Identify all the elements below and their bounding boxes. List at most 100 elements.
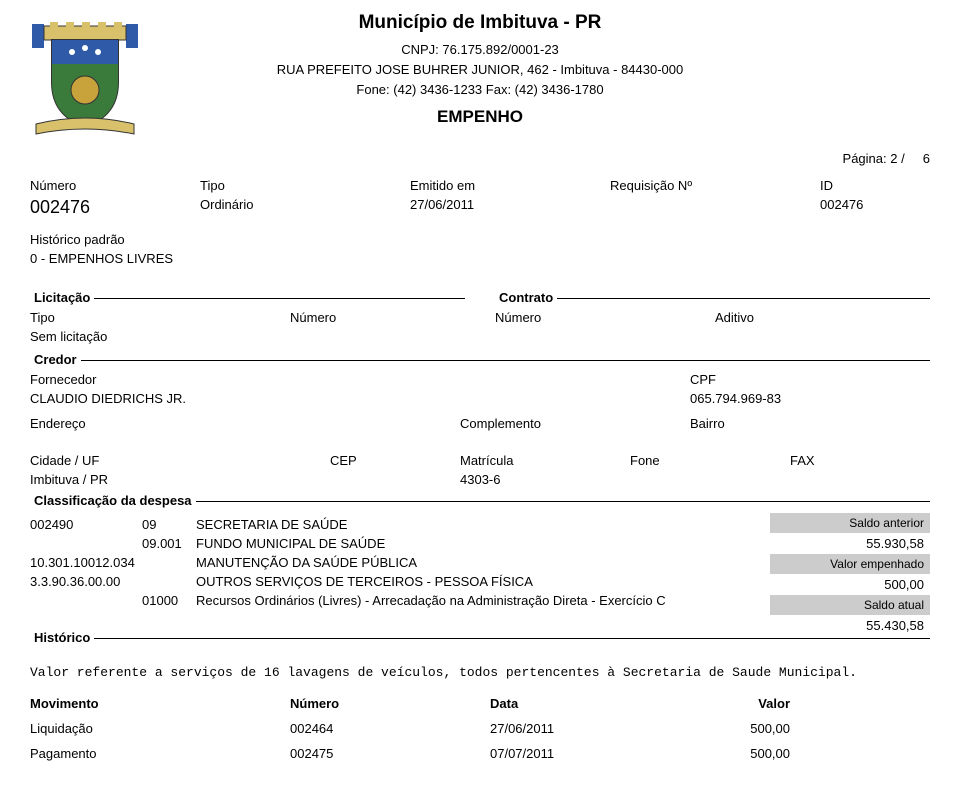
classif-desc: SECRETARIA DE SAÚDE	[196, 517, 750, 532]
classificacao-line: 01000 Recursos Ordinários (Livres) - Arr…	[30, 593, 750, 608]
classif-desc: FUNDO MUNICIPAL DE SAÚDE	[196, 536, 750, 551]
contrato-numero-label: Número	[495, 310, 715, 325]
classificacao-line: 10.301.10012.034 MANUTENÇÃO DA SAÚDE PÚB…	[30, 555, 750, 570]
credor-cep-col: CEP	[330, 453, 460, 487]
contrato-body: Número Aditivo	[495, 310, 930, 329]
credor-legend: Credor	[30, 352, 81, 367]
mov-numero: 002464	[290, 721, 490, 736]
valor-empenhado-label: Valor empenhado	[770, 554, 930, 574]
requisicao-label: Requisição Nº	[610, 178, 820, 193]
col-tipo: Tipo Ordinário	[200, 178, 410, 218]
mov-h-movimento: Movimento	[30, 696, 290, 711]
classificacao-lines: 002490 09 SECRETARIA DE SAÚDE 09.001 FUN…	[30, 513, 750, 636]
contrato-legend: Contrato	[495, 290, 557, 305]
page-label-prefix: Página:	[843, 151, 891, 166]
credor-bairro-label: Bairro	[690, 416, 930, 431]
licitacao-group: Licitação Tipo Sem licitação Número	[30, 298, 465, 344]
col-requisicao: Requisição Nº	[610, 178, 820, 218]
historico-text: Valor referente a serviços de 16 lavagen…	[30, 664, 930, 682]
credor-matricula-col: Matrícula 4303-6	[460, 453, 630, 487]
historico-padrao-label: Histórico padrão	[30, 232, 930, 247]
id-label: ID	[820, 178, 930, 193]
classif-code	[30, 593, 142, 608]
classificacao-group: Classificação da despesa 002490 09 SECRE…	[30, 501, 930, 636]
licitacao-body: Tipo Sem licitação Número	[30, 310, 465, 344]
contrato-aditivo-label: Aditivo	[715, 310, 930, 325]
mov-valor: 500,00	[690, 746, 850, 761]
licitacao-numero-col: Número	[290, 310, 465, 344]
classif-code	[30, 536, 142, 551]
mov-movimento: Liquidação	[30, 721, 290, 736]
id-value: 002476	[820, 197, 930, 212]
mov-h-valor: Valor	[690, 696, 850, 711]
credor-complemento-label: Complemento	[460, 416, 690, 431]
classificacao-legend: Classificação da despesa	[30, 493, 196, 508]
classif-desc: OUTROS SERVIÇOS DE TERCEIROS - PESSOA FÍ…	[196, 574, 750, 589]
valor-empenhado-value: 500,00	[770, 574, 930, 595]
classif-code2: 01000	[142, 593, 196, 608]
credor-group: Credor Fornecedor CLAUDIO DIEDRICHS JR. …	[30, 360, 930, 487]
saldo-anterior-label: Saldo anterior	[770, 513, 930, 533]
credor-fone-label: Fone	[630, 453, 790, 468]
historico-legend: Histórico	[30, 630, 94, 645]
historico-padrao: Histórico padrão 0 - EMPENHOS LIVRES	[30, 232, 930, 266]
licitacao-tipo-col: Tipo Sem licitação	[30, 310, 290, 344]
mov-valor: 500,00	[690, 721, 850, 736]
classificacao-line: 3.3.90.36.00.00 OUTROS SERVIÇOS DE TERCE…	[30, 574, 750, 589]
coat-of-arms	[30, 12, 140, 140]
credor-cpf-col: CPF 065.794.969-83	[690, 372, 930, 406]
licitacao-contrato-row: Licitação Tipo Sem licitação Número Cont…	[30, 282, 930, 344]
licitacao-legend: Licitação	[30, 290, 94, 305]
mov-numero: 002475	[290, 746, 490, 761]
classificacao-line: 09.001 FUNDO MUNICIPAL DE SAÚDE	[30, 536, 750, 551]
credor-cpf-label: CPF	[690, 372, 930, 387]
header: Município de Imbituva - PR CNPJ: 76.175.…	[30, 10, 930, 160]
header-cnpj: CNPJ: 76.175.892/0001-23	[30, 41, 930, 59]
credor-cidade-label: Cidade / UF	[30, 453, 330, 468]
mov-movimento: Pagamento	[30, 746, 290, 761]
header-phones: Fone: (42) 3436-1233 Fax: (42) 3436-1780	[30, 81, 930, 99]
credor-fornecedor-value: CLAUDIO DIEDRICHS JR.	[30, 391, 690, 406]
credor-cep-label: CEP	[330, 453, 460, 468]
licitacao-tipo-label: Tipo	[30, 310, 290, 325]
credor-fornecedor-col: Fornecedor CLAUDIO DIEDRICHS JR.	[30, 372, 690, 406]
saldo-atual-label: Saldo atual	[770, 595, 930, 615]
mov-data: 07/07/2011	[490, 746, 690, 761]
contrato-aditivo-col: Aditivo	[715, 310, 930, 329]
col-id: ID 002476	[820, 178, 930, 218]
licitacao-tipo-value: Sem licitação	[30, 329, 290, 344]
classif-desc: Recursos Ordinários (Livres) - Arrecadaç…	[196, 593, 750, 608]
header-empenho: EMPENHO	[30, 105, 930, 129]
mov-h-numero: Número	[290, 696, 490, 711]
page-indicator: Página: 2 / 6	[843, 151, 930, 166]
credor-row-3: Cidade / UF Imbituva / PR CEP Matrícula …	[30, 453, 930, 487]
credor-fornecedor-label: Fornecedor	[30, 372, 690, 387]
historico-padrao-value: 0 - EMPENHOS LIVRES	[30, 251, 930, 266]
credor-endereco-col: Endereço	[30, 416, 460, 435]
licitacao-numero-label: Número	[290, 310, 465, 325]
classif-code2: 09	[142, 517, 196, 532]
contrato-numero-col: Número	[495, 310, 715, 329]
credor-row-2: Endereço Complemento Bairro	[30, 416, 930, 435]
mov-data: 27/06/2011	[490, 721, 690, 736]
tipo-label: Tipo	[200, 178, 410, 193]
emitido-value: 27/06/2011	[410, 197, 610, 212]
classificacao-side: Saldo anterior 55.930,58 Valor empenhado…	[770, 513, 930, 636]
credor-body: Fornecedor CLAUDIO DIEDRICHS JR. CPF 065…	[30, 372, 930, 487]
classif-code: 10.301.10012.034	[30, 555, 196, 570]
numero-label: Número	[30, 178, 200, 193]
classif-code2: 09.001	[142, 536, 196, 551]
header-address: RUA PREFEITO JOSE BUHRER JUNIOR, 462 - I…	[30, 61, 930, 79]
credor-cidade-col: Cidade / UF Imbituva / PR	[30, 453, 330, 487]
header-title: Município de Imbituva - PR	[30, 10, 930, 37]
credor-complemento-col: Complemento	[460, 416, 690, 435]
movimentos-row: Liquidação 002464 27/06/2011 500,00	[30, 721, 930, 736]
page-sep: /	[897, 151, 908, 166]
col-emitido: Emitido em 27/06/2011	[410, 178, 610, 218]
tipo-value: Ordinário	[200, 197, 410, 212]
credor-fone-col: Fone	[630, 453, 790, 487]
emitido-label: Emitido em	[410, 178, 610, 193]
movimentos-row: Pagamento 002475 07/07/2011 500,00	[30, 746, 930, 761]
numero-value: 002476	[30, 197, 200, 218]
classificacao-line: 002490 09 SECRETARIA DE SAÚDE	[30, 517, 750, 532]
